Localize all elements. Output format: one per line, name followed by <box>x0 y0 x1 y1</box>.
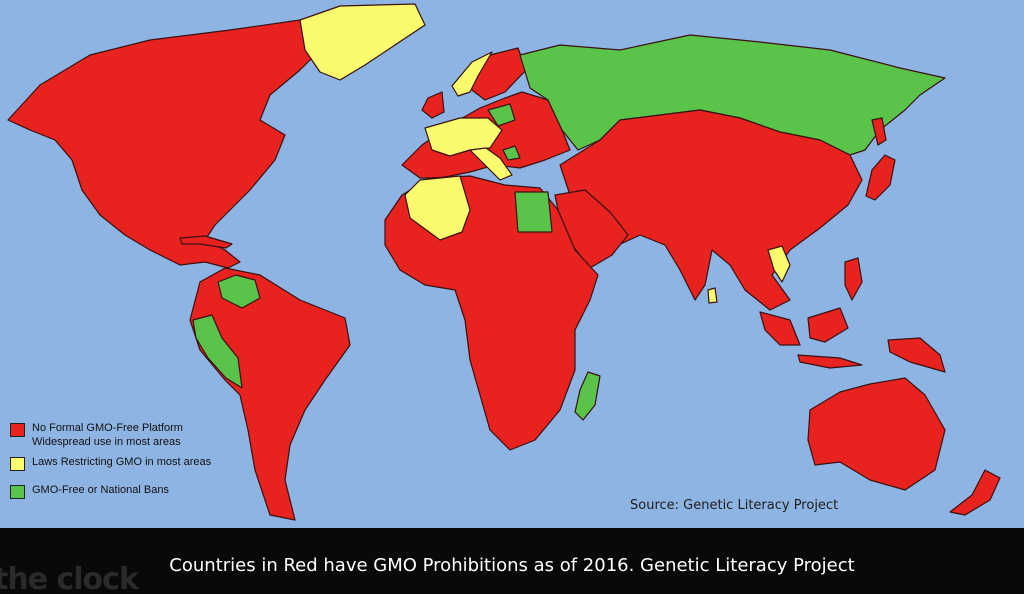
norway <box>451 51 493 97</box>
legend-label: GMO-Free or National Bans <box>32 484 169 496</box>
world-map: No Formal GMO-Free Platform Widespread u… <box>0 0 1024 528</box>
caption-bar <box>0 528 1024 594</box>
egypt <box>514 191 553 233</box>
north-america <box>7 19 331 269</box>
new-zealand <box>949 469 1001 516</box>
sakhalin <box>871 117 887 146</box>
video-caption: Countries in Red have GMO Prohibitions a… <box>169 555 855 576</box>
central-europe-green <box>487 103 516 127</box>
madagascar <box>574 371 601 421</box>
australia <box>807 377 946 491</box>
legend-item-laws-restricting: Laws Restricting GMO in most areas <box>8 454 258 482</box>
overlay-text: the clock <box>0 562 139 594</box>
legend-swatch-green <box>10 485 25 499</box>
legend-label: Laws Restricting GMO in most areas <box>32 456 212 468</box>
legend-label: No Formal GMO-Free Platform Widespread u… <box>32 421 183 449</box>
japan <box>865 154 896 201</box>
legend-item-no-formal-gmo-free: No Formal GMO-Free Platform Widespread u… <box>8 420 258 454</box>
greenland <box>299 3 426 81</box>
map-legend: No Formal GMO-Free Platform Widespread u… <box>8 420 258 502</box>
legend-item-gmo-free: GMO-Free or National Bans <box>8 482 258 502</box>
thailand <box>767 245 791 283</box>
uk-ireland <box>421 91 445 119</box>
venezuela <box>217 274 261 309</box>
legend-label-line-2: Widespread use in most areas <box>32 436 181 448</box>
caribbean <box>179 235 233 249</box>
legend-swatch-yellow <box>10 457 25 471</box>
serbia <box>502 145 521 161</box>
asia <box>559 109 863 311</box>
source-credit: Source: Genetic Literacy Project <box>630 498 839 513</box>
africa <box>384 175 599 451</box>
italy-balkans <box>469 147 513 181</box>
map-canvas <box>7 3 1001 521</box>
philippines <box>844 257 863 301</box>
south-america <box>189 267 351 521</box>
ecuador-peru <box>192 314 243 389</box>
western-europe-restricted <box>424 117 503 157</box>
legend-swatch-red <box>10 423 25 437</box>
legend-label-line-1: No Formal GMO-Free Platform <box>32 422 183 434</box>
indonesia <box>759 307 946 373</box>
algeria <box>404 175 471 241</box>
sri-lanka <box>707 287 718 304</box>
